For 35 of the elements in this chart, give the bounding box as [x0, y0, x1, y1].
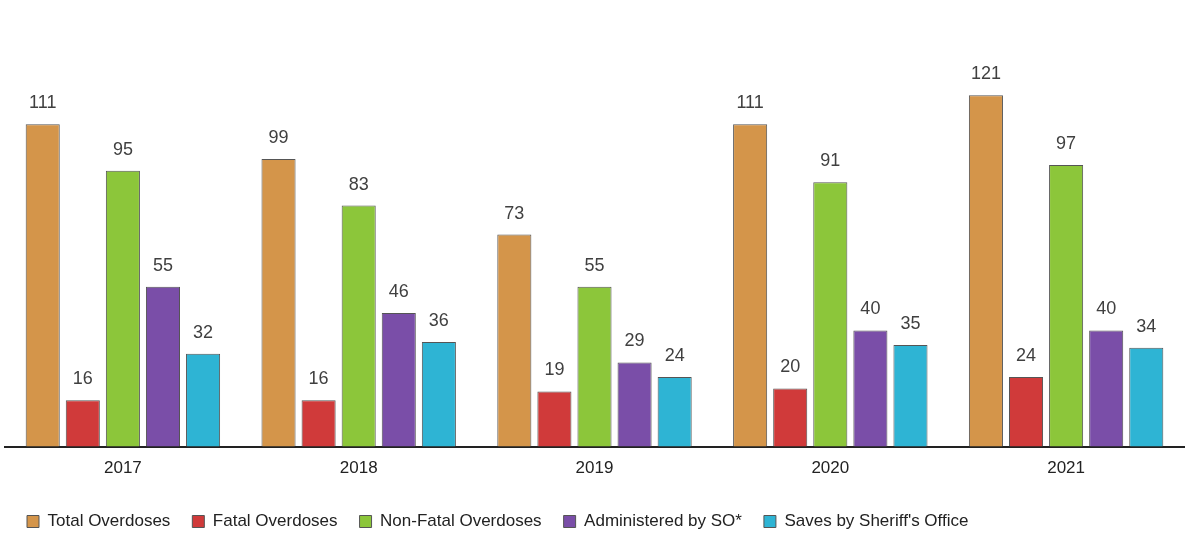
data-label: 111 — [29, 92, 57, 113]
data-label: 32 — [193, 321, 214, 342]
data-label: 46 — [388, 280, 409, 301]
legend-label: Fatal Overdoses — [212, 511, 338, 531]
data-label: 111 — [736, 92, 764, 113]
x-tick-label: 2018 — [339, 458, 378, 478]
x-tick-label: 2017 — [103, 458, 142, 478]
data-label: 40 — [1096, 298, 1117, 319]
x-tick-label: 2020 — [811, 458, 850, 478]
data-label: 34 — [1136, 315, 1157, 336]
data-label: 36 — [428, 310, 449, 331]
data-label: 55 — [584, 254, 605, 275]
data-label: 99 — [268, 127, 289, 148]
legend-label: Saves by Sheriff's Office — [784, 511, 969, 531]
data-label: 83 — [348, 173, 369, 194]
data-label: 16 — [308, 368, 329, 389]
legend-label: Total Overdoses — [47, 511, 171, 531]
data-label: 24 — [664, 344, 685, 365]
data-label: 97 — [1056, 132, 1077, 153]
data-label: 95 — [112, 138, 133, 159]
data-label: 16 — [72, 368, 93, 389]
data-label: 55 — [152, 254, 173, 275]
legend-label: Non-Fatal Overdoses — [380, 511, 542, 531]
x-tick-label: 2021 — [1047, 458, 1086, 478]
data-label: 20 — [780, 356, 801, 377]
data-label: 35 — [900, 312, 921, 333]
data-label: 24 — [1016, 344, 1037, 365]
data-label: 29 — [624, 330, 645, 351]
legend-label: Administered by SO* — [584, 511, 743, 531]
data-label: 91 — [820, 150, 841, 171]
x-tick-label: 2019 — [575, 458, 614, 478]
data-label: 121 — [970, 63, 1001, 84]
data-label: 73 — [504, 202, 525, 223]
data-label: 19 — [544, 359, 565, 380]
data-label: 40 — [860, 298, 881, 319]
